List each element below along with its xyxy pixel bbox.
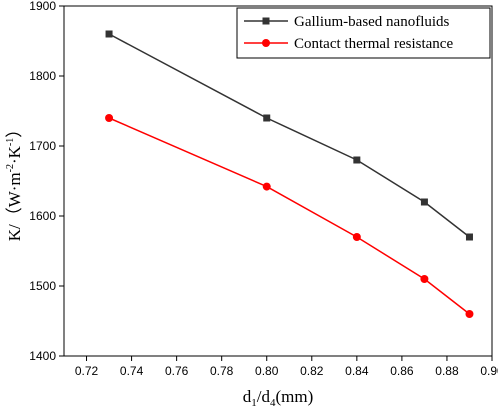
series-layer [105,30,474,318]
x-tick-label-9: 0.90 [480,364,498,378]
x-tick-label-7: 0.86 [390,364,414,378]
y-tick-label-0: 1400 [29,349,56,363]
axis-ticks: 0.72 0.74 0.76 0.78 0.80 0.82 0.84 0.86 0.88 0.90… [29,0,498,378]
legend-box [236,7,491,59]
series-0-point-1 [263,114,271,122]
series-0-point-2 [353,156,361,164]
x-tick-label-1: 0.74 [120,364,144,378]
legend: Gallium-based nanofluids Contact thermal… [236,7,491,59]
y-axis-title: K/（W·m-2·K-1） [5,121,24,242]
x-tick-label-3: 0.78 [210,364,234,378]
series-0-point-0 [105,30,113,38]
x-tick-label-8: 0.88 [435,364,459,378]
y-tick-label-5: 1900 [29,0,56,13]
series-1-point-1 [262,182,271,191]
series-1-point-2 [352,233,361,241]
y-tick-label-2: 1600 [29,209,56,223]
plot-frame [63,5,493,357]
y-tick-label-3: 1700 [29,139,56,153]
x-tick-label-0: 0.72 [75,364,99,378]
legend-label-0: Gallium-based nanofluids [294,14,450,30]
y-tick-label-4: 1800 [29,69,56,83]
series-1-point-0 [105,114,114,122]
series-line-0 [108,33,470,238]
series-0-point-3 [420,198,428,206]
x-tick-label-2: 0.76 [165,364,189,378]
legend-label-1: Contact thermal resistance [294,36,453,52]
legend-marker-0 [262,17,270,25]
x-axis-title: d1/d4(mm) [243,387,314,409]
x-tick-label-5: 0.82 [300,364,324,378]
series-1-point-3 [420,275,429,283]
legend-marker-1 [262,39,270,47]
series-1-point-4 [465,310,474,318]
y-tick-label-1: 1500 [29,279,56,293]
x-tick-label-4: 0.80 [255,364,279,378]
series-0-point-4 [465,233,473,241]
x-tick-label-6: 0.84 [345,364,369,378]
series-line-1 [108,117,470,315]
